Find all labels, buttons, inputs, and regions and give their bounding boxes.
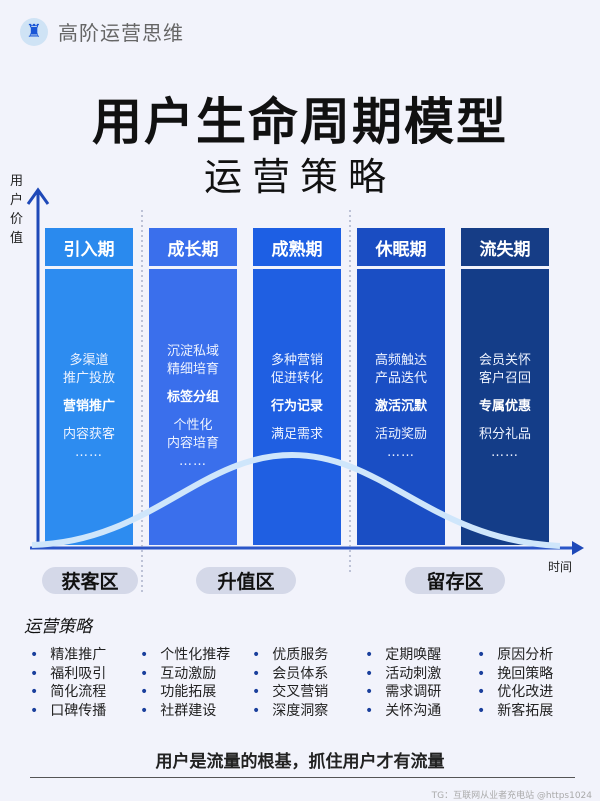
y-axis-label: 用户价值 (10, 174, 24, 246)
stage-ellipsis: …… (179, 454, 207, 469)
stage-ellipsis: …… (75, 445, 103, 460)
strategy-item: 优化改进 (477, 683, 553, 702)
stage-text: 满足需求 (270, 427, 323, 442)
y-axis-arrow (26, 187, 50, 205)
stage-key-tactic: 专属优惠 (478, 399, 531, 414)
zone-acquisition: 获客区 (42, 567, 138, 594)
zone-growth: 升值区 (196, 567, 296, 594)
stage-text: 会员关怀 (478, 353, 531, 368)
stage-header: 休眠期 (357, 228, 445, 266)
stage-text: 推广投放 (62, 371, 115, 386)
stage-column: 流失期会员关怀客户召回专属优惠积分礼品 …… (461, 228, 549, 545)
page-subtitle: 运营策略 (203, 155, 396, 199)
footer-slogan: 用户是流量的根基，抓住用户才有流量 (155, 752, 445, 772)
strategy-item: 挽回策略 (477, 665, 553, 684)
strategy-item: 互动激励 (140, 665, 230, 684)
stage-text: 内容获客 (62, 427, 115, 442)
stage-text: 客户召回 (478, 371, 531, 386)
stage-text: 个性化 (173, 418, 213, 433)
strategy-item: 口碑传播 (30, 702, 106, 721)
stage-body: 高频触达产品迭代激活沉默活动奖励 …… (357, 269, 445, 545)
stage-body: 多种营销促进转化行为记录满足需求 …… (253, 269, 341, 545)
stage-ellipsis: …… (491, 445, 519, 460)
stage-body: 会员关怀客户召回专属优惠积分礼品 …… (461, 269, 549, 545)
strategy-item: 精准推广 (30, 646, 106, 665)
stage-header: 成熟期 (253, 228, 341, 266)
zone-retention: 留存区 (405, 567, 505, 594)
stage-header: 成长期 (149, 228, 237, 266)
page-title: 用户生命周期模型 (92, 93, 508, 151)
stage-column: 休眠期高频触达产品迭代激活沉默活动奖励 …… (357, 228, 445, 545)
strategy-item: 需求调研 (365, 683, 441, 702)
watermark: TG：互联网从业者充电站 @https1024 (431, 791, 592, 801)
strategy-item: 深度洞察 (252, 702, 328, 721)
strategy-item: 优质服务 (252, 646, 328, 665)
strategy-item: 社群建设 (140, 702, 230, 721)
strategy-item: 个性化推荐 (140, 646, 230, 665)
stage-text: 多种营销 (270, 353, 323, 368)
stage-body: 多渠道推广投放营销推广内容获客 …… (45, 269, 133, 545)
stage-key-tactic: 行为记录 (270, 399, 323, 414)
footer-divider (30, 777, 575, 778)
strategy-column: 个性化推荐互动激励功能拓展社群建设 (140, 646, 230, 720)
stage-text: 产品迭代 (374, 371, 427, 386)
stage-column: 成长期沉淀私域精细培育标签分组个性化内容培育 …… (149, 228, 237, 545)
strategy-item: 原因分析 (477, 646, 553, 665)
stage-column: 引入期多渠道推广投放营销推广内容获客 …… (45, 228, 133, 545)
stage-key-tactic: 标签分组 (166, 390, 219, 405)
stage-ellipsis: …… (283, 445, 311, 460)
stage-ellipsis: …… (387, 445, 415, 460)
strategy-item: 关怀沟通 (365, 702, 441, 721)
chess-rook-icon: ♜ (20, 17, 48, 46)
stage-text: 高频触达 (374, 353, 427, 368)
stage-text: 内容培育 (166, 436, 219, 451)
brand-name: 高阶运营思维 (58, 21, 184, 45)
stage-body: 沉淀私域精细培育标签分组个性化内容培育 …… (149, 269, 237, 545)
strategy-column: 原因分析挽回策略优化改进新客拓展 (477, 646, 553, 720)
x-axis-arrow (572, 541, 584, 555)
stage-key-tactic: 激活沉默 (374, 399, 427, 414)
strategy-column: 精准推广福利吸引简化流程口碑传播 (30, 646, 106, 720)
stage-column: 成熟期多种营销促进转化行为记录满足需求 …… (253, 228, 341, 545)
stage-text: 积分礼品 (478, 427, 531, 442)
strategy-item: 定期唤醒 (365, 646, 441, 665)
stage-header: 引入期 (45, 228, 133, 266)
stage-text: 促进转化 (270, 371, 323, 386)
strategy-column: 定期唤醒活动刺激需求调研关怀沟通 (365, 646, 441, 720)
strategy-item: 交叉营销 (252, 683, 328, 702)
strategy-item: 活动刺激 (365, 665, 441, 684)
stage-text: 精细培育 (166, 362, 219, 377)
stage-key-tactic: 营销推广 (62, 399, 115, 414)
strategy-column: 优质服务会员体系交叉营销深度洞察 (252, 646, 328, 720)
brand: ♜ 高阶运营思维 (20, 17, 184, 46)
strategy-item: 功能拓展 (140, 683, 230, 702)
stage-text: 沉淀私域 (166, 344, 219, 359)
stage-header: 流失期 (461, 228, 549, 266)
x-axis-label: 时间 (548, 560, 573, 574)
strategy-item: 简化流程 (30, 683, 106, 702)
strategy-item: 会员体系 (252, 665, 328, 684)
stage-text: 多渠道 (69, 353, 109, 368)
strategy-title: 运营策略 (24, 617, 92, 637)
strategy-item: 福利吸引 (30, 665, 106, 684)
strategy-item: 新客拓展 (477, 702, 553, 721)
stage-text: 活动奖励 (374, 427, 427, 442)
